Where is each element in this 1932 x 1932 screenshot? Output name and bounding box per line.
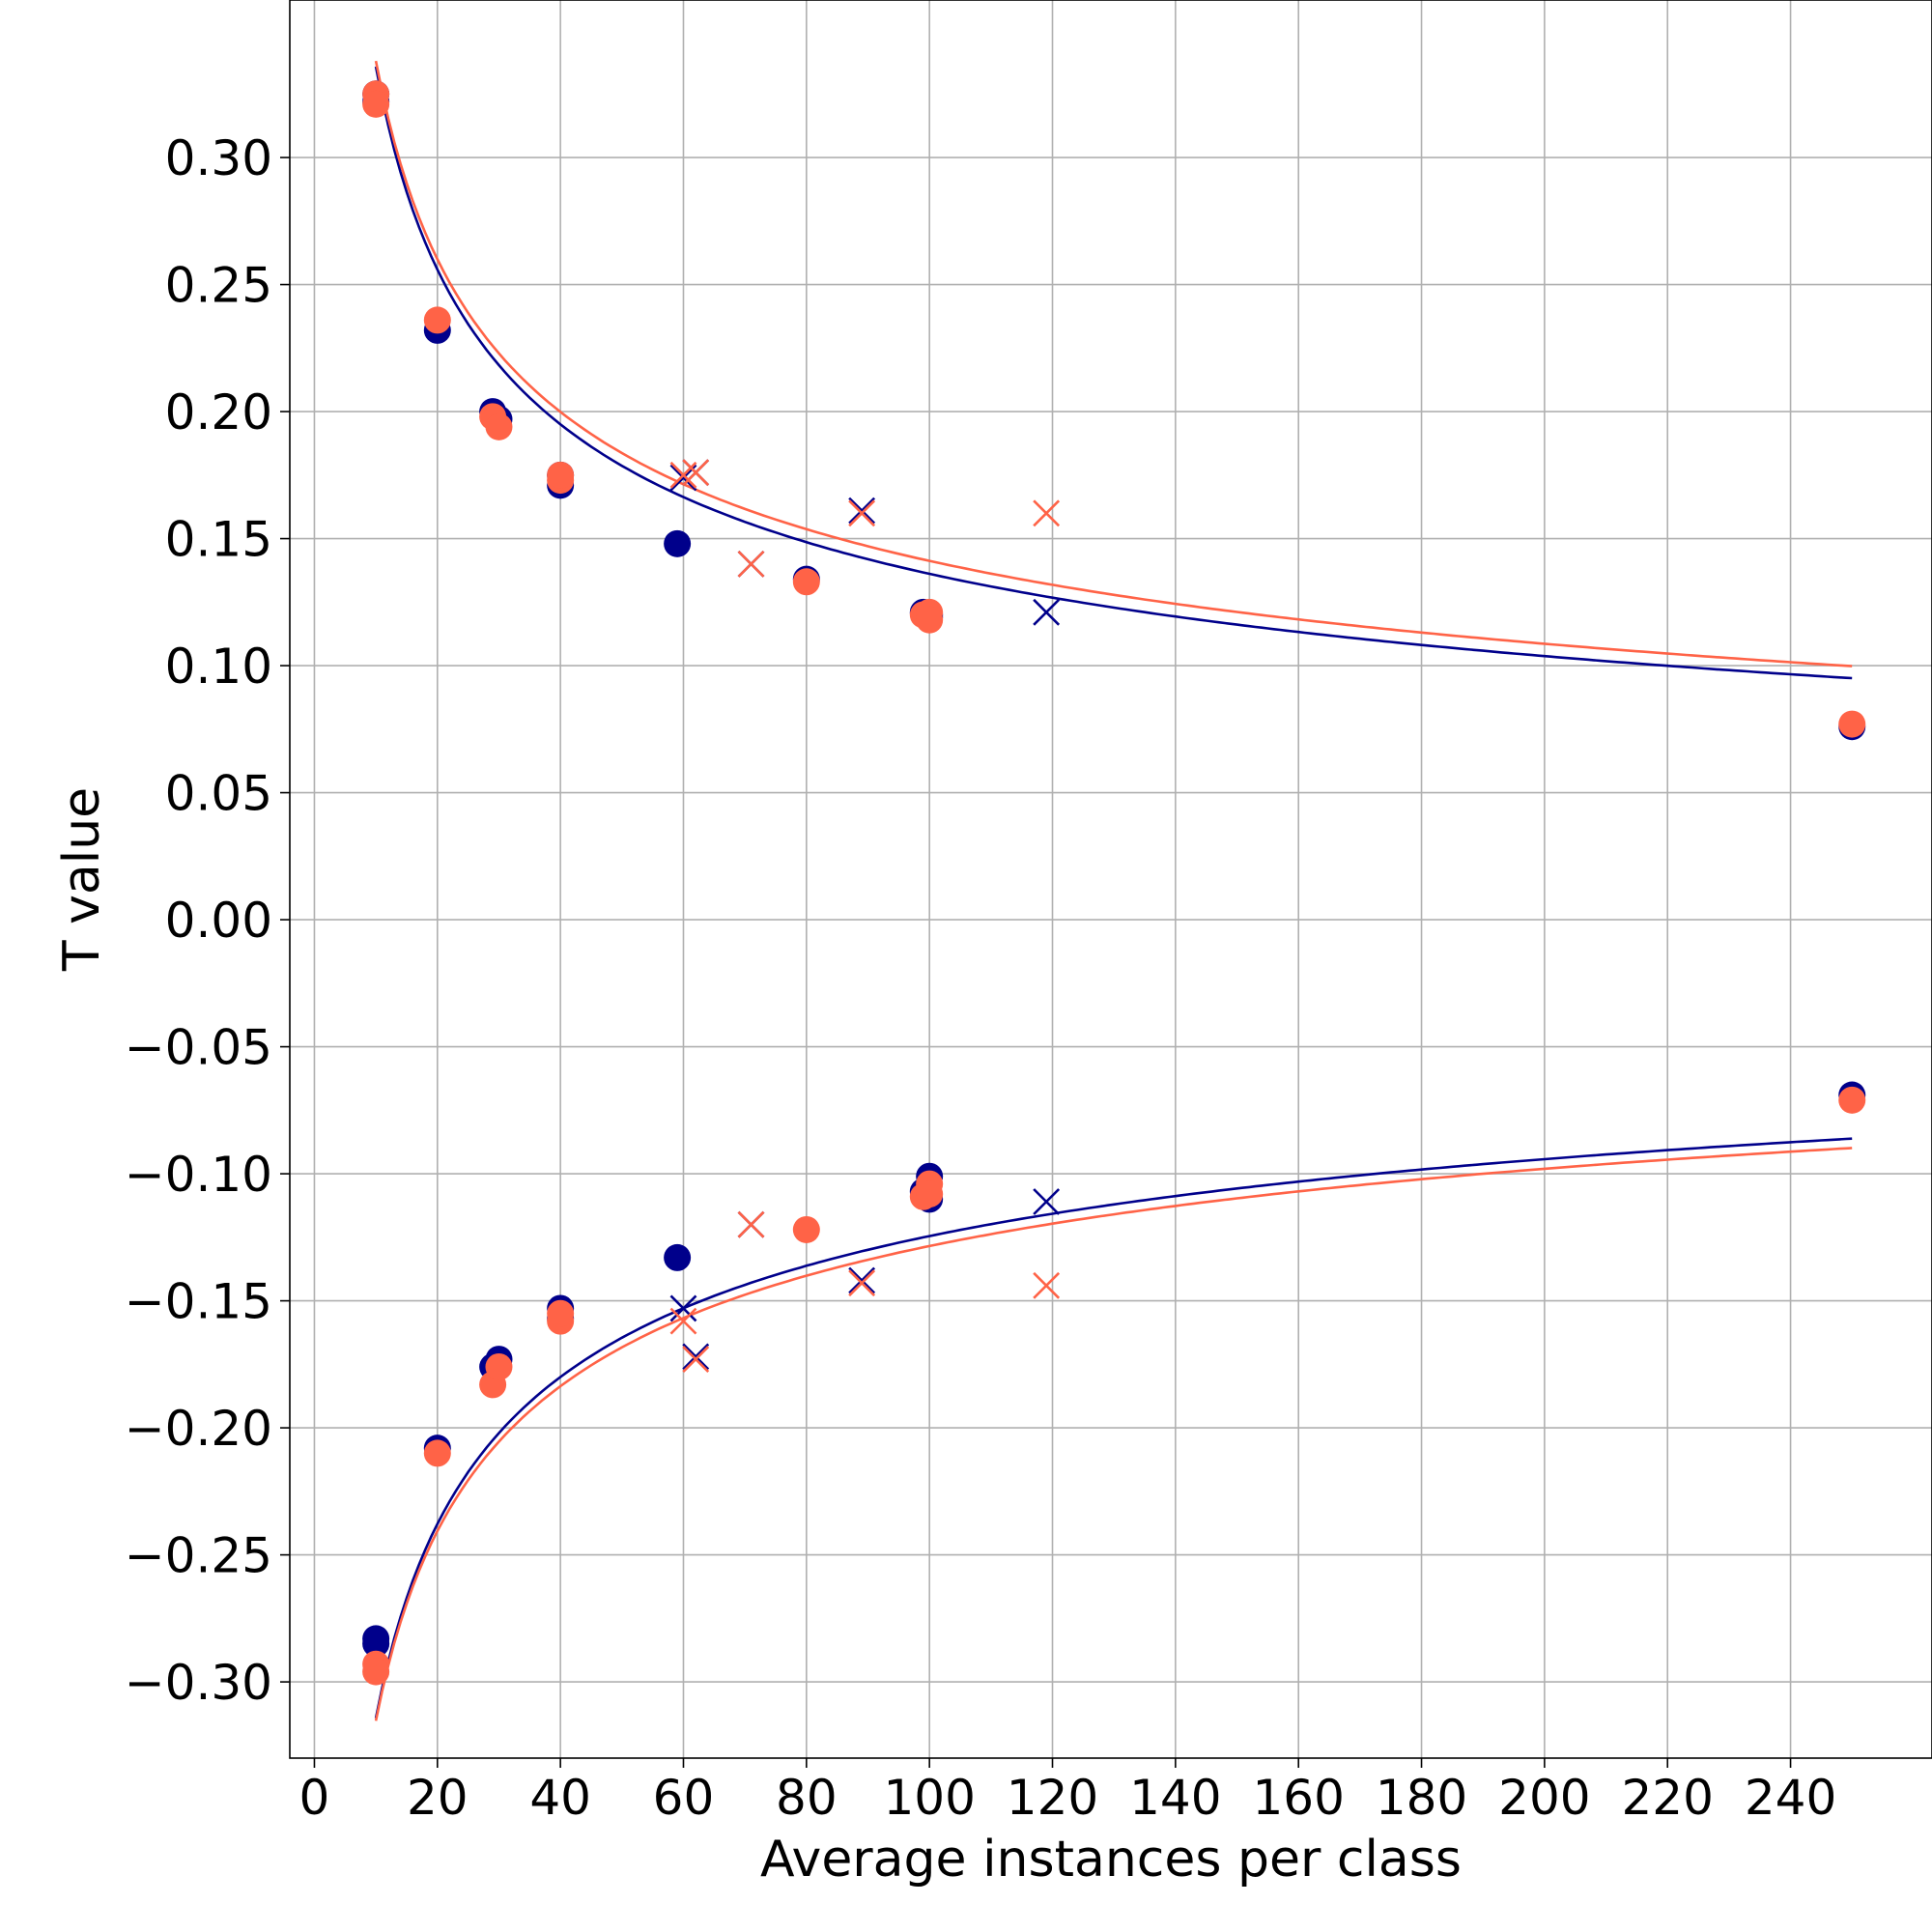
navy-crosses-point <box>1033 598 1061 626</box>
y-tick-label: −0.15 <box>125 1274 272 1330</box>
x-tick-label: 160 <box>1252 1770 1344 1826</box>
y-tick-label: 0.10 <box>165 639 272 695</box>
y-tick-label: −0.05 <box>125 1020 272 1076</box>
coral-circles-lower-point <box>423 1439 451 1467</box>
x-tick-label: 80 <box>776 1770 838 1826</box>
coral-crosses-point <box>737 550 765 578</box>
coral-crosses-point <box>848 1269 876 1297</box>
coral-crosses-point <box>682 1346 710 1373</box>
y-tick-label: 0.25 <box>165 258 272 314</box>
x-tick-label: 0 <box>299 1770 330 1826</box>
coral-circles-upper-point <box>916 606 944 634</box>
x-tick-label: 100 <box>883 1770 975 1826</box>
navy-fit-lower <box>374 1137 1853 1719</box>
navy-crosses-point <box>848 1266 876 1294</box>
coral-circles-lower-point <box>916 1180 944 1208</box>
coral-fit-lower <box>374 1147 1853 1721</box>
x-tick-label: 40 <box>529 1770 591 1826</box>
coral-circles-upper-point <box>362 90 390 118</box>
coral-crosses-point <box>1033 1271 1061 1299</box>
axis-ticks: 0 20 40 60 80 100 120 140 160 180 200 220 240 0.30 0.2… <box>125 130 1837 1826</box>
x-tick-label: 200 <box>1498 1770 1590 1826</box>
coral-circles-lower-point <box>792 1215 820 1243</box>
y-tick-label: 0.05 <box>165 766 272 822</box>
coral-circles-upper-point <box>547 461 575 489</box>
coral-circles-lower-point <box>1838 1086 1866 1114</box>
navy-fit-upper <box>374 66 1853 680</box>
x-tick-label: 220 <box>1621 1770 1713 1826</box>
coral-crosses-point <box>669 461 697 489</box>
y-tick-label: −0.25 <box>125 1528 272 1584</box>
navy-crosses-point <box>669 1294 697 1322</box>
y-axis-title: T value <box>53 787 111 972</box>
plot-frame <box>289 0 1932 1759</box>
y-tick-label: 0.15 <box>165 512 272 568</box>
x-tick-label: 20 <box>407 1770 469 1826</box>
x-tick-label: 140 <box>1129 1770 1221 1826</box>
coral-circles-upper-point <box>1838 710 1866 738</box>
y-tick-label: −0.20 <box>125 1401 272 1457</box>
fit-lines <box>374 60 1853 1721</box>
x-tick-label: 240 <box>1745 1770 1836 1826</box>
x-axis-title: Average instances per class <box>760 1831 1462 1889</box>
coral-fit-upper <box>374 60 1853 668</box>
x-tick-label: 120 <box>1007 1770 1098 1826</box>
coral-circles-lower-point <box>547 1299 575 1327</box>
coral-circles-lower-point <box>362 1658 390 1686</box>
coral-crosses-point <box>682 459 710 487</box>
y-tick-label: 0.20 <box>165 384 272 440</box>
navy-circles-lower-point <box>664 1243 692 1271</box>
navy-crosses-point <box>1033 1188 1061 1215</box>
coral-circles-upper-point <box>485 412 513 440</box>
y-tick-label: −0.10 <box>125 1147 272 1203</box>
navy-crosses-point <box>682 1343 710 1371</box>
data-markers <box>362 80 1866 1686</box>
x-tick-label: 60 <box>653 1770 715 1826</box>
coral-crosses-point <box>848 499 876 527</box>
coral-crosses-point <box>669 1307 697 1335</box>
navy-circles-lower-point <box>362 1630 390 1658</box>
x-tick-label: 180 <box>1376 1770 1467 1826</box>
coral-crosses-point <box>737 1210 765 1238</box>
coral-circles-upper-point <box>792 568 820 596</box>
y-tick-label: −0.30 <box>125 1655 272 1711</box>
grid <box>290 0 1932 1758</box>
navy-crosses-point <box>848 497 876 525</box>
coral-crosses-point <box>1033 499 1061 527</box>
y-tick-label: 0.00 <box>165 893 272 949</box>
coral-circles-upper-point <box>423 306 451 334</box>
y-tick-label: 0.30 <box>165 130 272 186</box>
coral-circles-lower-point <box>485 1352 513 1380</box>
navy-circles-upper-point <box>664 529 692 557</box>
